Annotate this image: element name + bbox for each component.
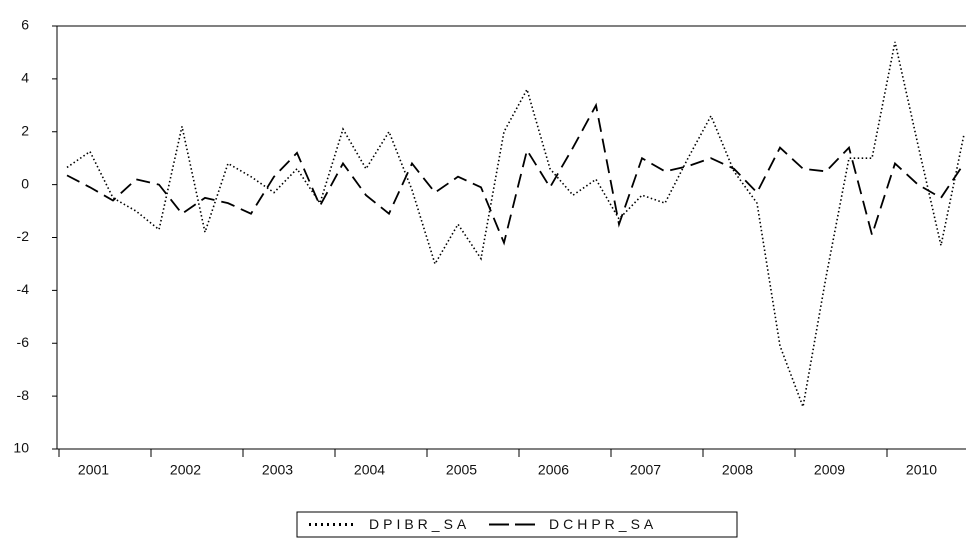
x-tick-label: 2003 — [262, 462, 293, 478]
legend-label: DCHPR_SA — [549, 516, 657, 532]
x-tick-label: 2009 — [814, 462, 845, 478]
x-tick-label: 2007 — [630, 462, 661, 478]
legend-label: DPIBR_SA — [369, 516, 470, 532]
y-tick-label: -2 — [17, 228, 30, 244]
x-tick-label: 2005 — [446, 462, 477, 478]
x-tick-label: 2006 — [538, 462, 569, 478]
y-tick-label: -6 — [17, 334, 30, 350]
y-tick-label: 2 — [21, 122, 29, 138]
x-tick-label: 2010 — [906, 462, 937, 478]
series-line — [66, 41, 965, 410]
x-tick-label: 2002 — [170, 462, 201, 478]
x-tick-label: 2001 — [78, 462, 109, 478]
y-tick-label: -4 — [17, 281, 30, 297]
y-tick-label: -8 — [17, 387, 30, 403]
x-tick-label: 2008 — [722, 462, 753, 478]
series-line — [66, 102, 965, 246]
y-tick-label: 6 — [21, 17, 29, 33]
x-tick-label: 2004 — [354, 462, 385, 478]
y-tick-label: 0 — [21, 175, 29, 191]
legend: DPIBR_SA DCHPR_SA — [296, 511, 738, 538]
y-tick-label: 4 — [21, 70, 29, 86]
y-tick-label: 10 — [13, 440, 29, 456]
